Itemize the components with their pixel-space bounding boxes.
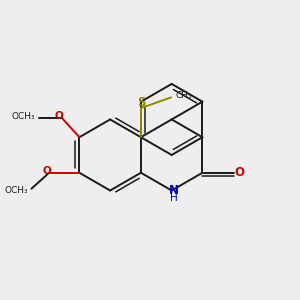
- Text: O: O: [43, 166, 51, 176]
- Text: N: N: [169, 184, 179, 197]
- Text: CH₃: CH₃: [176, 92, 192, 100]
- Text: OCH₃: OCH₃: [5, 186, 28, 195]
- Text: O: O: [235, 166, 244, 179]
- Text: OCH₃: OCH₃: [11, 112, 35, 121]
- Text: S: S: [137, 97, 145, 110]
- Text: O: O: [55, 111, 64, 121]
- Text: H: H: [170, 194, 178, 203]
